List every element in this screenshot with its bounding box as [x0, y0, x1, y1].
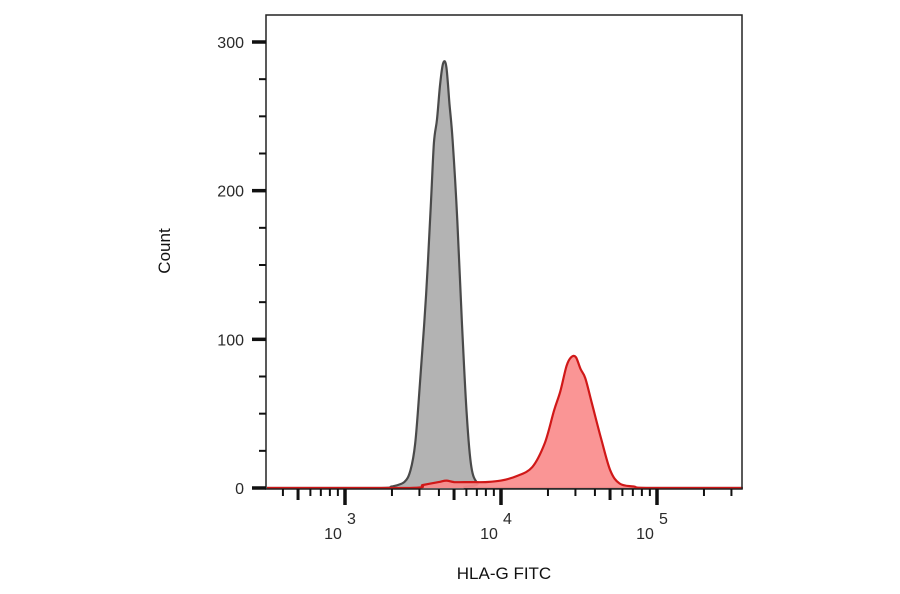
x-axis: 10 3 10 4 10 5: [281, 489, 733, 543]
x-tick-label: 10: [636, 526, 654, 543]
x-tick-exponent: 4: [503, 511, 512, 528]
y-tick-label: 300: [217, 35, 244, 52]
isotype-histogram: [266, 60, 743, 490]
y-tick-label: 0: [235, 481, 244, 498]
y-axis: 0 100 200 300: [217, 35, 266, 498]
x-tick-label: 10: [324, 526, 342, 543]
x-axis-title: HLA-G FITC: [457, 564, 551, 583]
y-tick-label: 200: [217, 184, 244, 201]
x-tick-label: 10: [480, 526, 498, 543]
y-axis-title: Count: [155, 228, 174, 274]
series-layer: [266, 60, 743, 490]
y-tick-label: 100: [217, 332, 244, 349]
stained-histogram: [266, 354, 743, 490]
x-tick-exponent: 5: [659, 511, 668, 528]
plot-frame: [265, 14, 743, 490]
x-tick-exponent: 3: [347, 511, 356, 528]
